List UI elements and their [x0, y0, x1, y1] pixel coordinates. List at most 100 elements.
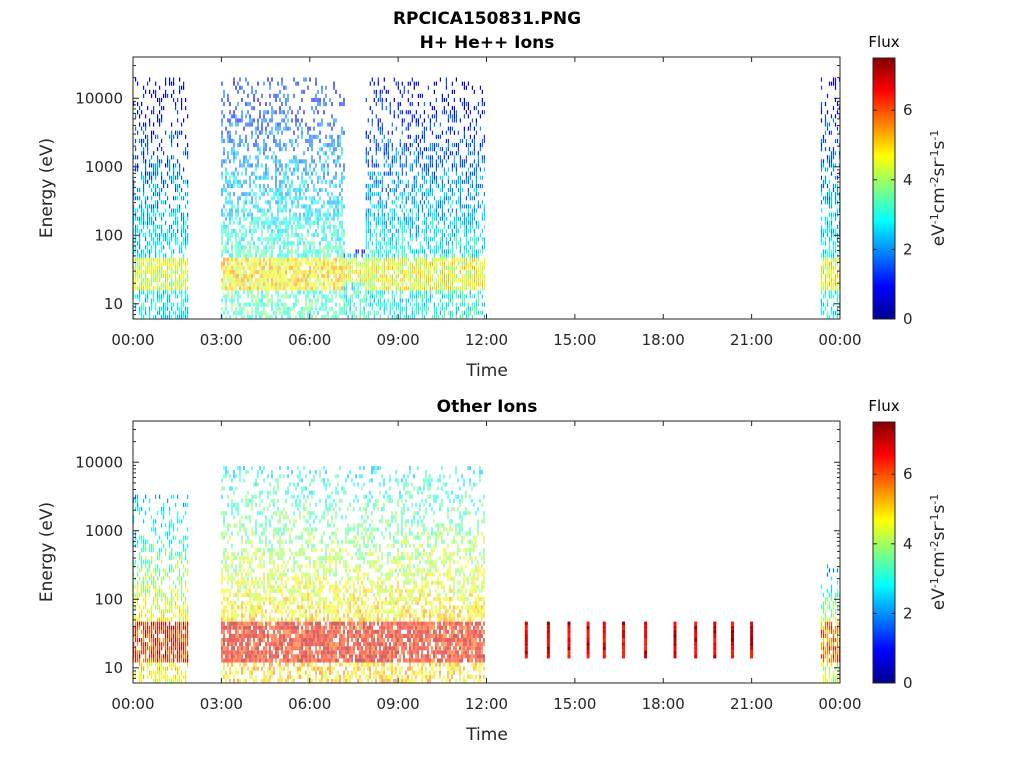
- heat-cell: [411, 310, 413, 315]
- heat-cell: [425, 261, 427, 266]
- heat-cell: [277, 188, 279, 193]
- heat-cell: [401, 310, 403, 315]
- heat-cell: [315, 97, 317, 102]
- heat-cell: [431, 237, 433, 242]
- heat-cell: [483, 302, 485, 307]
- heat-cell: [187, 257, 189, 262]
- heat-cell: [333, 208, 335, 213]
- heat-cell: [469, 228, 471, 233]
- heat-cell: [383, 269, 385, 274]
- heat-cell: [323, 167, 325, 172]
- heat-cell: [143, 257, 145, 262]
- heat-cell: [161, 274, 163, 279]
- heat-cell: [149, 233, 151, 238]
- x-tick-label: 12:00: [465, 331, 508, 349]
- heat-cell: [293, 233, 295, 238]
- heat-cell: [451, 106, 453, 111]
- heat-cell: [467, 102, 469, 107]
- heat-cell: [239, 163, 241, 168]
- heat-cell: [167, 282, 169, 287]
- heat-cell: [385, 151, 387, 156]
- heat-cell: [453, 118, 455, 123]
- heat-cell: [387, 298, 389, 303]
- heat-cell: [141, 274, 143, 279]
- heat-cell: [169, 274, 171, 279]
- heat-cell: [151, 179, 153, 184]
- heat-cell: [153, 192, 155, 197]
- heat-cell: [297, 204, 299, 209]
- heat-cell: [465, 179, 467, 184]
- heat-cell: [469, 224, 471, 229]
- heat-cell: [323, 110, 325, 115]
- heat-cell: [463, 114, 465, 119]
- heat-cell: [375, 257, 377, 262]
- heat-cell: [231, 228, 233, 233]
- x-tick-label: 03:00: [200, 331, 243, 349]
- heat-cell: [451, 257, 453, 262]
- heat-cell: [375, 265, 377, 270]
- heat-cell: [457, 179, 459, 184]
- heat-cell: [255, 310, 257, 315]
- heat-cell: [149, 314, 151, 319]
- heat-cell: [317, 220, 319, 225]
- heat-cell: [427, 278, 429, 283]
- heat-cell: [271, 106, 273, 111]
- heat-cell: [401, 224, 403, 229]
- heat-cell: [273, 237, 275, 242]
- heat-cell: [339, 179, 341, 184]
- heat-cell: [155, 306, 157, 311]
- heat-cell: [335, 175, 337, 180]
- heat-cell: [473, 294, 475, 299]
- heat-cell: [431, 249, 433, 254]
- heat-cell: [467, 265, 469, 270]
- heat-cell: [830, 290, 833, 295]
- heat-cell: [413, 188, 415, 193]
- heat-cell: [471, 151, 473, 156]
- heat-cell: [225, 257, 227, 262]
- heat-cell: [471, 224, 473, 229]
- heat-cell: [834, 274, 837, 279]
- heat-cell: [261, 249, 263, 254]
- heat-cell: [413, 269, 415, 274]
- heat-cell: [161, 294, 163, 299]
- heat-cell: [363, 278, 365, 283]
- heat-cell: [267, 228, 269, 233]
- heat-cell: [469, 310, 471, 315]
- heat-cell: [367, 118, 369, 123]
- heat-cell: [435, 233, 437, 238]
- heat-cell: [291, 249, 293, 254]
- heat-cell: [159, 306, 161, 311]
- heat-cell: [419, 306, 421, 311]
- heat-cell: [243, 163, 245, 168]
- heat-cell: [339, 265, 341, 270]
- heat-cell: [253, 179, 255, 184]
- heat-cell: [255, 298, 257, 303]
- heat-cell: [475, 118, 477, 123]
- heat-cell: [429, 290, 431, 295]
- heat-cell: [325, 298, 327, 303]
- heat-cell: [147, 147, 149, 152]
- heat-cell: [836, 310, 839, 315]
- heat-cell: [431, 163, 433, 168]
- heat-cell: [133, 274, 135, 279]
- heat-cell: [273, 286, 275, 291]
- heat-cell: [371, 159, 373, 164]
- heat-cell: [299, 261, 301, 266]
- heat-cell: [255, 175, 257, 180]
- heat-cell: [239, 134, 241, 139]
- heat-cell: [221, 237, 223, 242]
- heat-cell: [467, 261, 469, 266]
- heat-cell: [325, 245, 327, 250]
- heat-cell: [153, 208, 155, 213]
- heat-cell: [419, 163, 421, 168]
- heat-cell: [289, 314, 291, 319]
- heat-cell: [443, 155, 445, 160]
- heat-cell: [265, 302, 267, 307]
- heat-cell: [183, 257, 185, 262]
- heat-cell: [149, 159, 151, 164]
- heat-cell: [477, 294, 479, 299]
- heat-cell: [449, 278, 451, 283]
- heat-cell: [281, 241, 283, 246]
- heat-cell: [153, 224, 155, 229]
